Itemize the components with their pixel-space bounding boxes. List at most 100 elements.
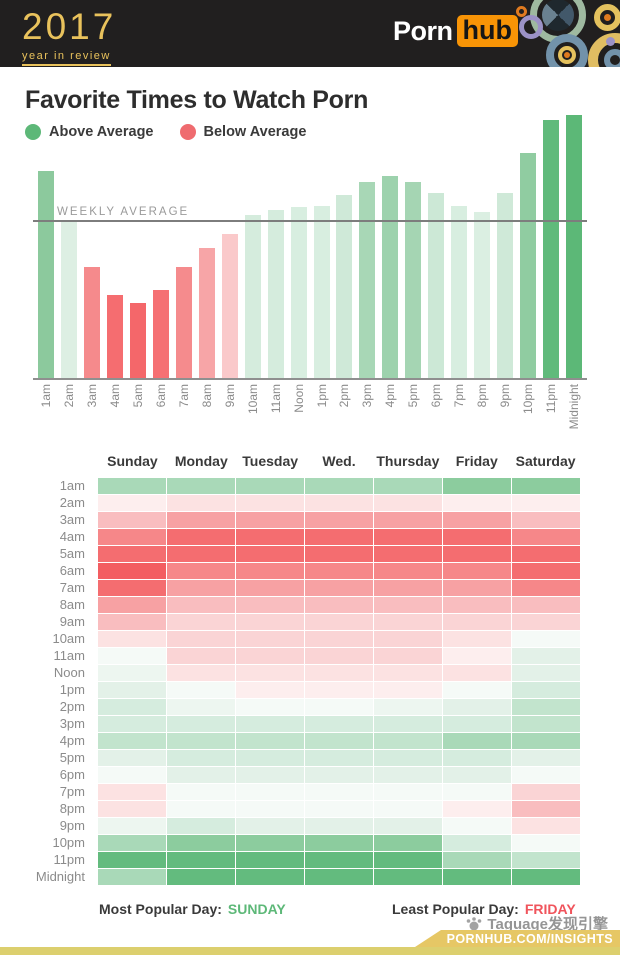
- pornhub-logo: Porn hub: [393, 15, 518, 47]
- heatmap-cell-10am-friday: [443, 631, 511, 647]
- day-header-friday: Friday: [455, 453, 498, 469]
- heatmap-cell-2am-monday: [167, 495, 235, 511]
- heatmap-cell-5pm-monday: [167, 750, 235, 766]
- heatmap-cell-5pm-wed: [305, 750, 373, 766]
- heatmap-cell-5am-sunday: [98, 546, 166, 562]
- x-tick-label: 1pm: [314, 384, 329, 408]
- row-label-1pm: 1pm: [59, 682, 85, 697]
- heatmap-cell-4am-monday: [167, 529, 235, 545]
- heatmap-cell-midnight-monday: [167, 869, 235, 885]
- x-tick-label: 4am: [108, 384, 123, 408]
- row-label-10am: 10am: [52, 631, 85, 646]
- row-label-4am: 4am: [59, 529, 85, 544]
- heatmap-cell-noon-wed: [305, 665, 373, 681]
- heatmap-cell-2am-thursday: [374, 495, 442, 511]
- heatmap-cell-noon-tuesday: [236, 665, 304, 681]
- row-label-8pm: 8pm: [59, 801, 85, 816]
- bar-slot: [493, 115, 516, 378]
- heatmap-cell-7pm-thursday: [374, 784, 442, 800]
- heatmap-cell-9am-tuesday: [236, 614, 304, 630]
- above-average-dot-icon: [25, 124, 41, 140]
- heatmap-cell-11pm-wed: [305, 852, 373, 868]
- bar-slot: [310, 115, 333, 378]
- x-tick-label: 3pm: [360, 384, 375, 408]
- heatmap-cell-10am-sunday: [98, 631, 166, 647]
- heatmap-cell-5am-saturday: [512, 546, 580, 562]
- heatmap-cell-3pm-wed: [305, 716, 373, 732]
- most-popular-day: Most Popular Day: SUNDAY: [99, 901, 286, 917]
- bar-slot: [241, 115, 264, 378]
- heatmap-cell-3am-saturday: [512, 512, 580, 528]
- x-label-slot: 4am: [104, 384, 127, 444]
- x-label-slot: 1am: [35, 384, 58, 444]
- bar-3am: [84, 267, 101, 378]
- insights-ribbon: PORNHUB.COM/INSIGHTS: [415, 930, 620, 947]
- bar-1am: [38, 171, 55, 378]
- heatmap-cell-8am-friday: [443, 597, 511, 613]
- bottom-gold-strip: [0, 947, 620, 955]
- row-label-7pm: 7pm: [59, 784, 85, 799]
- heatmap-cell-5am-wed: [305, 546, 373, 562]
- heatmap-cell-7pm-wed: [305, 784, 373, 800]
- heatmap-cell-2pm-tuesday: [236, 699, 304, 715]
- x-label-slot: 2am: [58, 384, 81, 444]
- bar-chart-x-labels: 1am 2am 3am 4am 5am 6am 7am 8am 9am 10am 11am Noon 1…: [35, 384, 585, 444]
- heatmap-cell-10pm-wed: [305, 835, 373, 851]
- x-label-slot: 9am: [218, 384, 241, 444]
- heatmap-cell-9am-saturday: [512, 614, 580, 630]
- heatmap-cell-8am-saturday: [512, 597, 580, 613]
- heatmap-cell-1pm-monday: [167, 682, 235, 698]
- legend-below-average: Below Average: [179, 124, 307, 140]
- x-label-slot: 2pm: [333, 384, 356, 444]
- heatmap-cell-8am-sunday: [98, 597, 166, 613]
- heatmap-cell-1am-sunday: [98, 478, 166, 494]
- heatmap-cell-4am-sunday: [98, 529, 166, 545]
- bar-11pm: [542, 120, 559, 378]
- row-label-2am: 2am: [59, 495, 85, 510]
- heatmap-cell-3am-tuesday: [236, 512, 304, 528]
- heatmap-cell-8am-monday: [167, 597, 235, 613]
- row-label-2pm: 2pm: [59, 699, 85, 714]
- heatmap-cell-8pm-sunday: [98, 801, 166, 817]
- x-tick-label: 9pm: [497, 384, 512, 408]
- heatmap-cell-1am-wed: [305, 478, 373, 494]
- heatmap-cell-7am-wed: [305, 580, 373, 596]
- taguage-logo-icon: [467, 916, 482, 930]
- row-label-1am: 1am: [59, 478, 85, 493]
- heatmap-cell-6pm-saturday: [512, 767, 580, 783]
- x-label-slot: 4pm: [379, 384, 402, 444]
- heatmap-cell-11pm-saturday: [512, 852, 580, 868]
- bar-slot: [562, 115, 585, 378]
- heatmap-cell-5am-thursday: [374, 546, 442, 562]
- x-label-slot: 11pm: [539, 384, 562, 444]
- heatmap-cell-1am-monday: [167, 478, 235, 494]
- heatmap-cell-2am-friday: [443, 495, 511, 511]
- heatmap-cell-4pm-tuesday: [236, 733, 304, 749]
- bar-slot: [287, 115, 310, 378]
- circle-ornament-icon: [604, 49, 620, 67]
- heatmap-cell-11am-friday: [443, 648, 511, 664]
- heatmap-cell-10am-saturday: [512, 631, 580, 647]
- heatmap-cell-4am-wed: [305, 529, 373, 545]
- heatmap-cell-5pm-saturday: [512, 750, 580, 766]
- legend-below-label: Below Average: [203, 124, 307, 140]
- weekly-average-label: WEEKLY AVERAGE: [57, 206, 190, 218]
- bar-slot: [471, 115, 494, 378]
- heatmap-cell-5pm-friday: [443, 750, 511, 766]
- heatmap-cell-8pm-saturday: [512, 801, 580, 817]
- x-tick-label: 5pm: [406, 384, 421, 408]
- dot-ornament-icon: [606, 37, 615, 46]
- heatmap-cell-7am-monday: [167, 580, 235, 596]
- heatmap-cell-10pm-friday: [443, 835, 511, 851]
- row-label-7am: 7am: [59, 580, 85, 595]
- heatmap-cell-6am-saturday: [512, 563, 580, 579]
- x-tick-label: 10am: [245, 384, 260, 415]
- heatmap-cell-10am-wed: [305, 631, 373, 647]
- bar-6pm: [428, 193, 445, 378]
- heatmap-cell-8pm-thursday: [374, 801, 442, 817]
- below-average-dot-icon: [179, 124, 196, 140]
- header-bar: 2017 year in review Porn hub: [0, 0, 620, 67]
- heatmap-cell-7pm-friday: [443, 784, 511, 800]
- heatmap-cell-5am-tuesday: [236, 546, 304, 562]
- x-label-slot: Midnight: [562, 384, 585, 444]
